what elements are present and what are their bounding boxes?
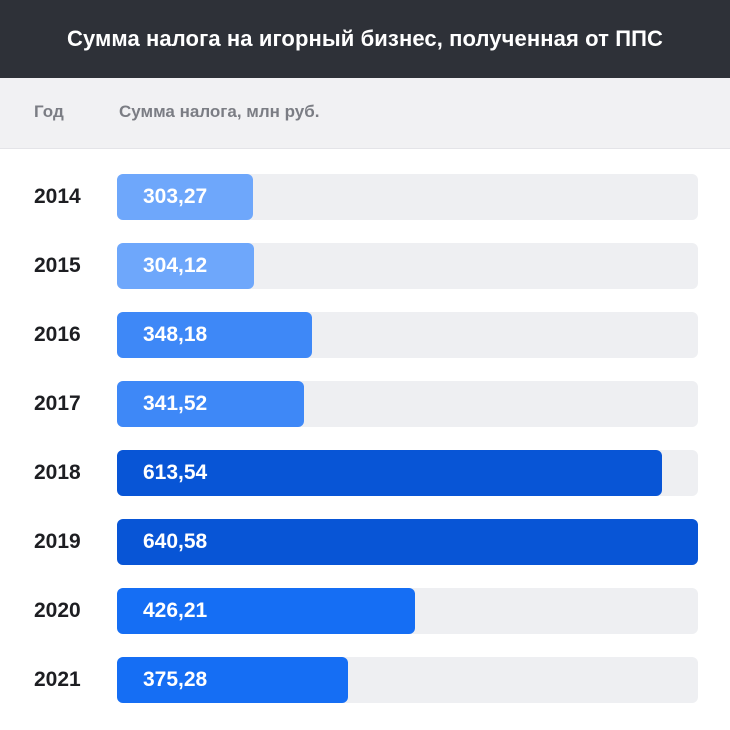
bar-2014	[117, 174, 253, 220]
year-label-2016: 2016	[34, 323, 81, 346]
year-label-2020: 2020	[34, 599, 81, 622]
bar-value-label-2014: 303,27	[143, 185, 208, 208]
bar-2019	[117, 519, 698, 565]
year-label-2018: 2018	[34, 461, 81, 484]
bar-2020	[117, 588, 415, 634]
year-label-2019: 2019	[34, 530, 81, 553]
bar-value-label-2020: 426,21	[143, 599, 208, 622]
bar-2016	[117, 312, 312, 358]
table-header: Год Сумма налога, млн руб.	[0, 78, 730, 149]
year-label-2015: 2015	[34, 254, 81, 277]
year-label-2017: 2017	[34, 392, 81, 415]
bar-2018	[117, 450, 662, 496]
title-bar: Сумма налога на игорный бизнес, полученн…	[0, 0, 730, 78]
year-label-2021: 2021	[34, 668, 81, 691]
bar-value-label-2017: 341,52	[143, 392, 208, 415]
bar-value-label-2016: 348,18	[143, 323, 208, 346]
year-column-header: Год	[34, 102, 64, 121]
bar-value-label-2015: 304,12	[143, 254, 208, 277]
value-column-header: Сумма налога, млн руб.	[119, 102, 320, 121]
bar-2015	[117, 243, 254, 289]
bar-value-label-2021: 375,28	[143, 668, 208, 691]
year-label-2014: 2014	[34, 185, 81, 208]
bar-2021	[117, 657, 348, 703]
chart-title: Сумма налога на игорный бизнес, полученн…	[66, 26, 664, 51]
bar-value-label-2018: 613,54	[143, 461, 208, 484]
bar-value-label-2019: 640,58	[143, 530, 208, 553]
bar-2017	[117, 381, 304, 427]
